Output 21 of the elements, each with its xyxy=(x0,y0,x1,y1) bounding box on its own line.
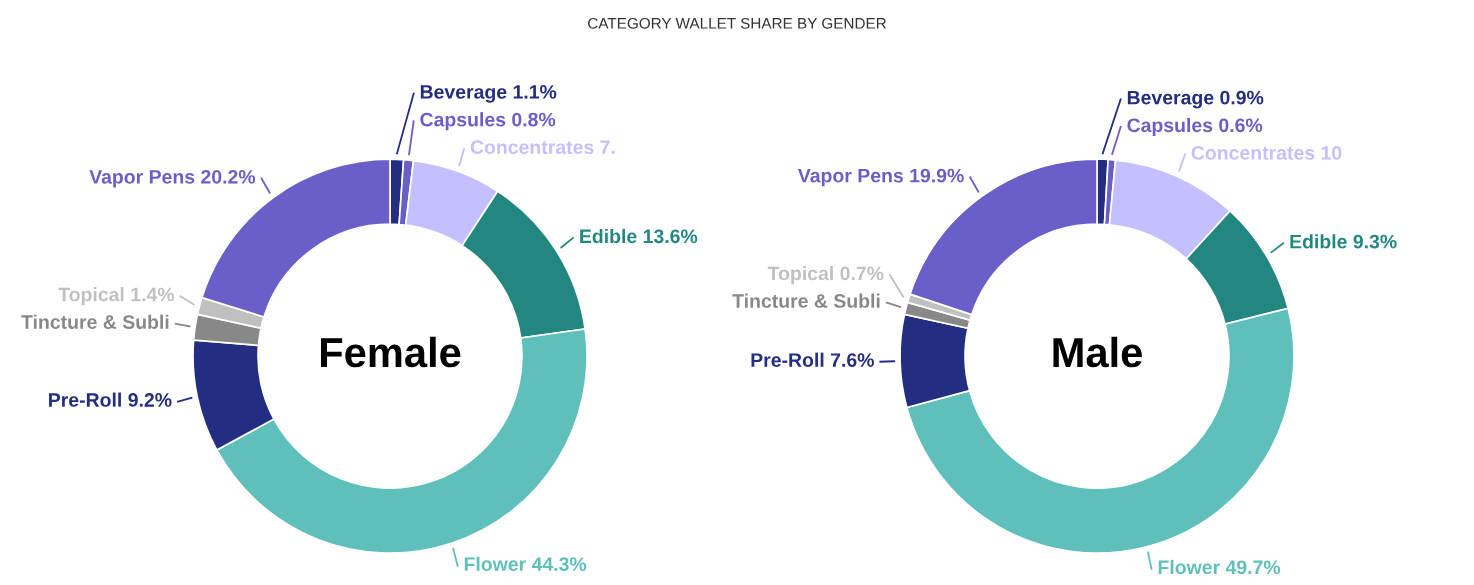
slice-label: Topical 1.4% xyxy=(58,287,175,306)
slice-label: Beverage 1.1% xyxy=(420,85,557,103)
slice-label: Edible 9.3% xyxy=(1290,234,1397,249)
slice-label: Vapor Pens 20.2% xyxy=(89,169,256,188)
slice-label: Concentrates 10 xyxy=(1191,145,1342,160)
slice-label: Topical 0.7% xyxy=(767,266,884,285)
text: Male xyxy=(1053,336,1142,368)
slice-label: Flower 49.7% xyxy=(1158,559,1281,575)
slice-label: Edible 13.6% xyxy=(580,228,698,244)
slice-label: Tincture & Subli xyxy=(21,314,169,329)
slice-label: Tincture & Subli xyxy=(732,293,880,308)
slice-label: Pre-Roll 7.6% xyxy=(751,352,874,367)
slice-label: Capsules 0.8% xyxy=(420,112,556,131)
slice-label: Concentrates 7. xyxy=(470,140,615,155)
slice-label: Capsules 0.6% xyxy=(1127,117,1263,136)
text: CATEGORY WALLET SHARE BY GENDER xyxy=(588,17,887,29)
slice-label: Pre-Roll 9.2% xyxy=(49,392,172,407)
text: Female xyxy=(320,336,461,368)
slice-label: Flower 44.3% xyxy=(464,556,587,572)
slice-label: Vapor Pens 19.9% xyxy=(797,168,964,187)
slice-label: Beverage 0.9% xyxy=(1127,90,1264,109)
